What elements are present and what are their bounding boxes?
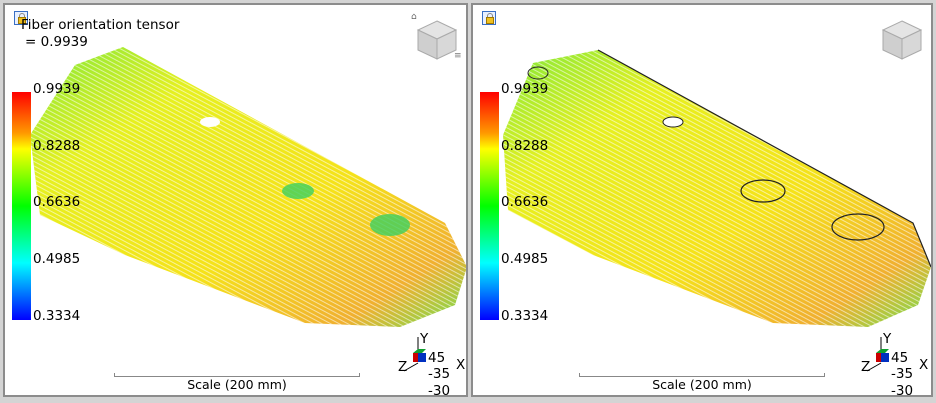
view-cube[interactable] <box>416 19 458 61</box>
legend-tick: 0.8288 <box>501 138 549 154</box>
rotation-value: -30 <box>891 383 914 397</box>
scale-bar: Scale (200 mm) <box>114 373 360 392</box>
rotation-value: 45 <box>428 350 446 366</box>
right-viewport[interactable]: 0.9939 0.8288 0.6636 0.4985 0.3334 Scale… <box>471 3 933 397</box>
legend-tick: 0.8288 <box>33 138 81 154</box>
axis-triad: Y Z X 45 -35 -30 <box>861 331 931 397</box>
color-legend-bar <box>480 92 499 320</box>
color-legend-bar <box>12 92 31 320</box>
axis-z-label: Z <box>398 359 408 375</box>
axis-x-label: X <box>456 357 466 373</box>
lock-icon[interactable] <box>482 11 496 25</box>
part-model <box>30 47 466 327</box>
axis-triad: Y Z X 45 -35 -30 <box>398 331 466 397</box>
left-viewport[interactable]: Fiber orientation tensor = 0.9939 0.9939 … <box>3 3 468 397</box>
lock-icon[interactable] <box>14 11 28 25</box>
max-value: = 0.9939 <box>25 34 88 50</box>
legend-tick: 0.4985 <box>33 251 81 267</box>
rotation-value: -35 <box>891 366 914 382</box>
legend-tick: 0.6636 <box>501 194 549 210</box>
menu-icon[interactable]: ≡ <box>454 51 462 61</box>
rotation-value: -30 <box>428 383 451 397</box>
legend-tick: 0.6636 <box>33 194 81 210</box>
legend-tick: 0.4985 <box>501 251 549 267</box>
result-title: Fiber orientation tensor = 0.9939 <box>21 17 179 51</box>
legend-tick: 0.3334 <box>501 308 549 324</box>
axis-z-label: Z <box>861 359 871 375</box>
rotation-value: 45 <box>891 350 909 366</box>
legend-tick: 0.9939 <box>501 81 549 97</box>
axis-y-label: Y <box>420 331 429 347</box>
legend-tick: 0.3334 <box>33 308 81 324</box>
home-icon[interactable]: ⌂ <box>411 12 417 22</box>
axis-y-label: Y <box>883 331 892 347</box>
part-model <box>503 49 931 327</box>
legend-tick: 0.9939 <box>33 81 81 97</box>
view-cube[interactable] <box>881 19 923 61</box>
title-text: Fiber orientation tensor <box>21 17 180 33</box>
axis-x-label: X <box>919 357 929 373</box>
rotation-value: -35 <box>428 366 451 382</box>
scale-bar: Scale (200 mm) <box>579 373 825 392</box>
